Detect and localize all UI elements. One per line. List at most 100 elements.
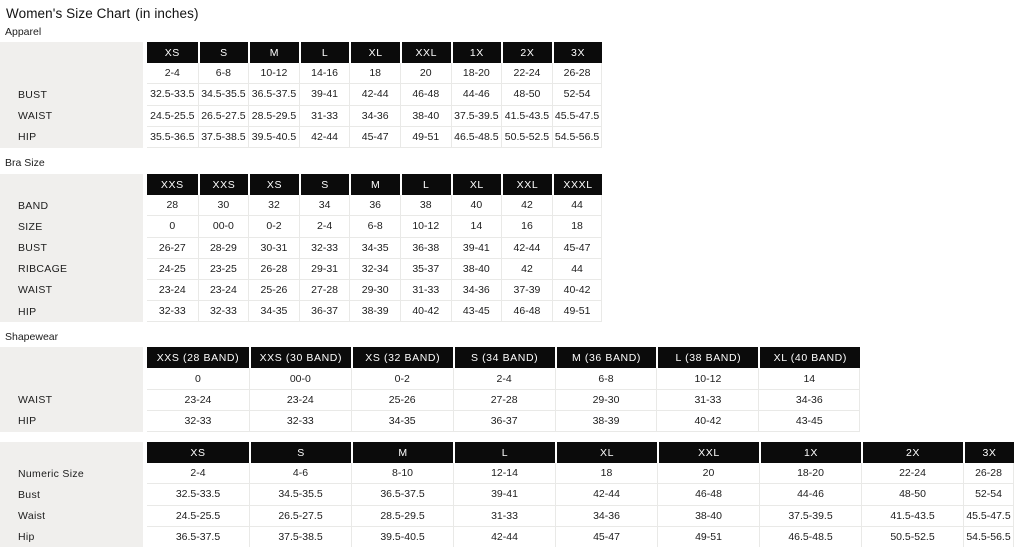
bra-size-data-cell: 39-41: [450, 237, 502, 259]
shapewear-column-header: XXS (30 BAND): [248, 347, 351, 369]
bra-size-data-cell: 31-33: [399, 279, 451, 302]
numeric-data-cell: 50.5-52.5: [861, 526, 963, 547]
shapewear-data-cell: 00-0: [248, 368, 351, 390]
bra-size-data-cell: 30-31: [248, 237, 299, 259]
numeric-data-cell: 26-28: [963, 463, 1014, 485]
bra-size-data-cell: 38: [399, 195, 451, 217]
shapewear-data-cell: 23-24: [147, 389, 249, 411]
bra-size-data-cell: 27-28: [298, 279, 350, 302]
shapewear-data-cell: 43-45: [758, 410, 861, 432]
section-bra-size-label: Bra Size: [5, 156, 45, 169]
bra-size-data-cell: 37-39: [501, 279, 552, 302]
bra-size-column-header: S: [298, 173, 350, 196]
shapewear-data-cell: 32-33: [147, 410, 249, 432]
shapewear-header-spacer: [0, 347, 147, 369]
numeric-size-table: XS S M L XL XXL 1X 2X 3X Numeric Size 2-4 4-6 8-10 12…: [0, 442, 1014, 547]
apparel-data-cell: 31-33: [298, 105, 350, 127]
bra-size-data-cell: 45-47: [551, 237, 603, 259]
numeric-data-cell: 38-40: [657, 505, 759, 527]
apparel-data-cell: 42-44: [349, 84, 400, 106]
shapewear-column-header: L (38 BAND): [656, 347, 759, 369]
numeric-data-cell: 34.5-35.5: [249, 484, 351, 506]
size-chart-page: Women's Size Chart (in inches) Apparel XS…: [0, 6, 1014, 547]
apparel-data-cell: 24.5-25.5: [147, 105, 198, 127]
bra-size-data-cell: 23-24: [197, 279, 249, 302]
bra-size-data-cell: 26-27: [147, 237, 198, 259]
apparel-data-cell: 52-54: [551, 84, 603, 106]
numeric-data-cell: 44-46: [759, 484, 861, 506]
bra-size-data-cell: 30: [197, 195, 249, 217]
bra-size-column-header: XL: [450, 173, 502, 196]
numeric-data-cell: 32.5-33.5: [147, 484, 249, 506]
apparel-data-cell: 2-4: [147, 63, 198, 85]
shapewear-data-cell: 0: [147, 368, 249, 390]
apparel-data-cell: 35.5-36.5: [147, 126, 198, 148]
apparel-data-cell: 22-24: [501, 63, 552, 85]
apparel-column-header: S: [197, 42, 249, 64]
bra-size-data-cell: 43-45: [450, 301, 502, 323]
numeric-data-cell: 34-36: [555, 505, 657, 527]
apparel-data-cell: 46.5-48.5: [450, 126, 502, 148]
bra-size-data-cell: 44: [551, 195, 603, 217]
shapewear-row-label: [0, 368, 147, 390]
page-title-main: Women's Size Chart: [6, 6, 131, 21]
shapewear-data-cell: 0-2: [350, 368, 453, 390]
bra-size-data-cell: 23-25: [197, 258, 249, 280]
bra-size-data-cell: 6-8: [349, 216, 400, 238]
apparel-data-cell: 26-28: [551, 63, 603, 85]
shapewear-data-cell: 34-35: [350, 410, 453, 432]
apparel-size-table: XS S M L XL XXL 1X 2X 3X 2-4 6-8 10-12 14-16 18 20 18-2…: [0, 42, 603, 148]
bra-size-data-cell: 16: [501, 216, 552, 238]
shapewear-column-header: M (36 BAND): [554, 347, 657, 369]
shapewear-data-cell: 27-28: [452, 389, 555, 411]
shapewear-data-cell: 23-24: [248, 389, 351, 411]
numeric-data-cell: 49-51: [657, 526, 759, 547]
bra-size-data-cell: 29-31: [298, 258, 350, 280]
numeric-column-header: XS: [147, 442, 249, 464]
numeric-data-cell: 42-44: [555, 484, 657, 506]
numeric-data-cell: 22-24: [861, 463, 963, 485]
bra-size-column-header: L: [399, 173, 451, 196]
numeric-column-header: XL: [555, 442, 657, 464]
apparel-data-cell: 48-50: [501, 84, 552, 106]
numeric-column-header: L: [453, 442, 555, 464]
numeric-data-cell: 12-14: [453, 463, 555, 485]
shapewear-data-cell: 40-42: [656, 410, 759, 432]
apparel-data-cell: 41.5-43.5: [501, 105, 552, 127]
shapewear-column-header: XL (40 BAND): [758, 347, 861, 369]
bra-size-data-cell: 42: [501, 258, 552, 280]
bra-size-column-header: XXS: [147, 173, 198, 196]
numeric-data-cell: 20: [657, 463, 759, 485]
bra-size-data-cell: 29-30: [349, 279, 400, 302]
numeric-data-cell: 26.5-27.5: [249, 505, 351, 527]
bra-size-data-cell: 25-26: [248, 279, 299, 302]
apparel-column-header: XXL: [399, 42, 451, 64]
numeric-data-cell: 41.5-43.5: [861, 505, 963, 527]
bra-size-data-cell: 40-42: [551, 279, 603, 302]
apparel-data-cell: 6-8: [197, 63, 249, 85]
bra-size-data-cell: 38-40: [450, 258, 502, 280]
apparel-data-cell: 44-46: [450, 84, 502, 106]
section-bra-size: Bra Size XXS XXS XS S M L XL XXL XXXL BAND 28 30 32 3…: [0, 156, 1014, 323]
apparel-data-cell: 18-20: [450, 63, 502, 85]
bra-size-data-cell: 32-33: [298, 237, 350, 259]
section-shapewear-label: Shapewear: [5, 331, 59, 344]
numeric-data-cell: 37.5-39.5: [759, 505, 861, 527]
numeric-data-cell: 18: [555, 463, 657, 485]
bra-size-data-cell: 42: [501, 195, 552, 217]
numeric-data-cell: 46.5-48.5: [759, 526, 861, 547]
apparel-data-cell: 50.5-52.5: [501, 126, 552, 148]
numeric-data-cell: 46-48: [657, 484, 759, 506]
numeric-row-label: Hip: [0, 526, 147, 547]
bra-size-data-cell: 34-35: [248, 301, 299, 323]
bra-size-data-cell: 49-51: [551, 301, 603, 323]
bra-size-data-cell: 14: [450, 216, 502, 238]
bra-size-data-cell: 40: [450, 195, 502, 217]
bra-size-column-header: XXXL: [551, 173, 603, 196]
bra-size-data-cell: 28-29: [197, 237, 249, 259]
bra-size-data-cell: 23-24: [147, 279, 198, 302]
numeric-row-label: Waist: [0, 505, 147, 527]
section-numeric: XS S M L XL XXL 1X 2X 3X Numeric Size 2-4 4-6 8-10 12…: [0, 442, 1014, 547]
numeric-data-cell: 42-44: [453, 526, 555, 547]
apparel-column-header: 2X: [501, 42, 552, 64]
